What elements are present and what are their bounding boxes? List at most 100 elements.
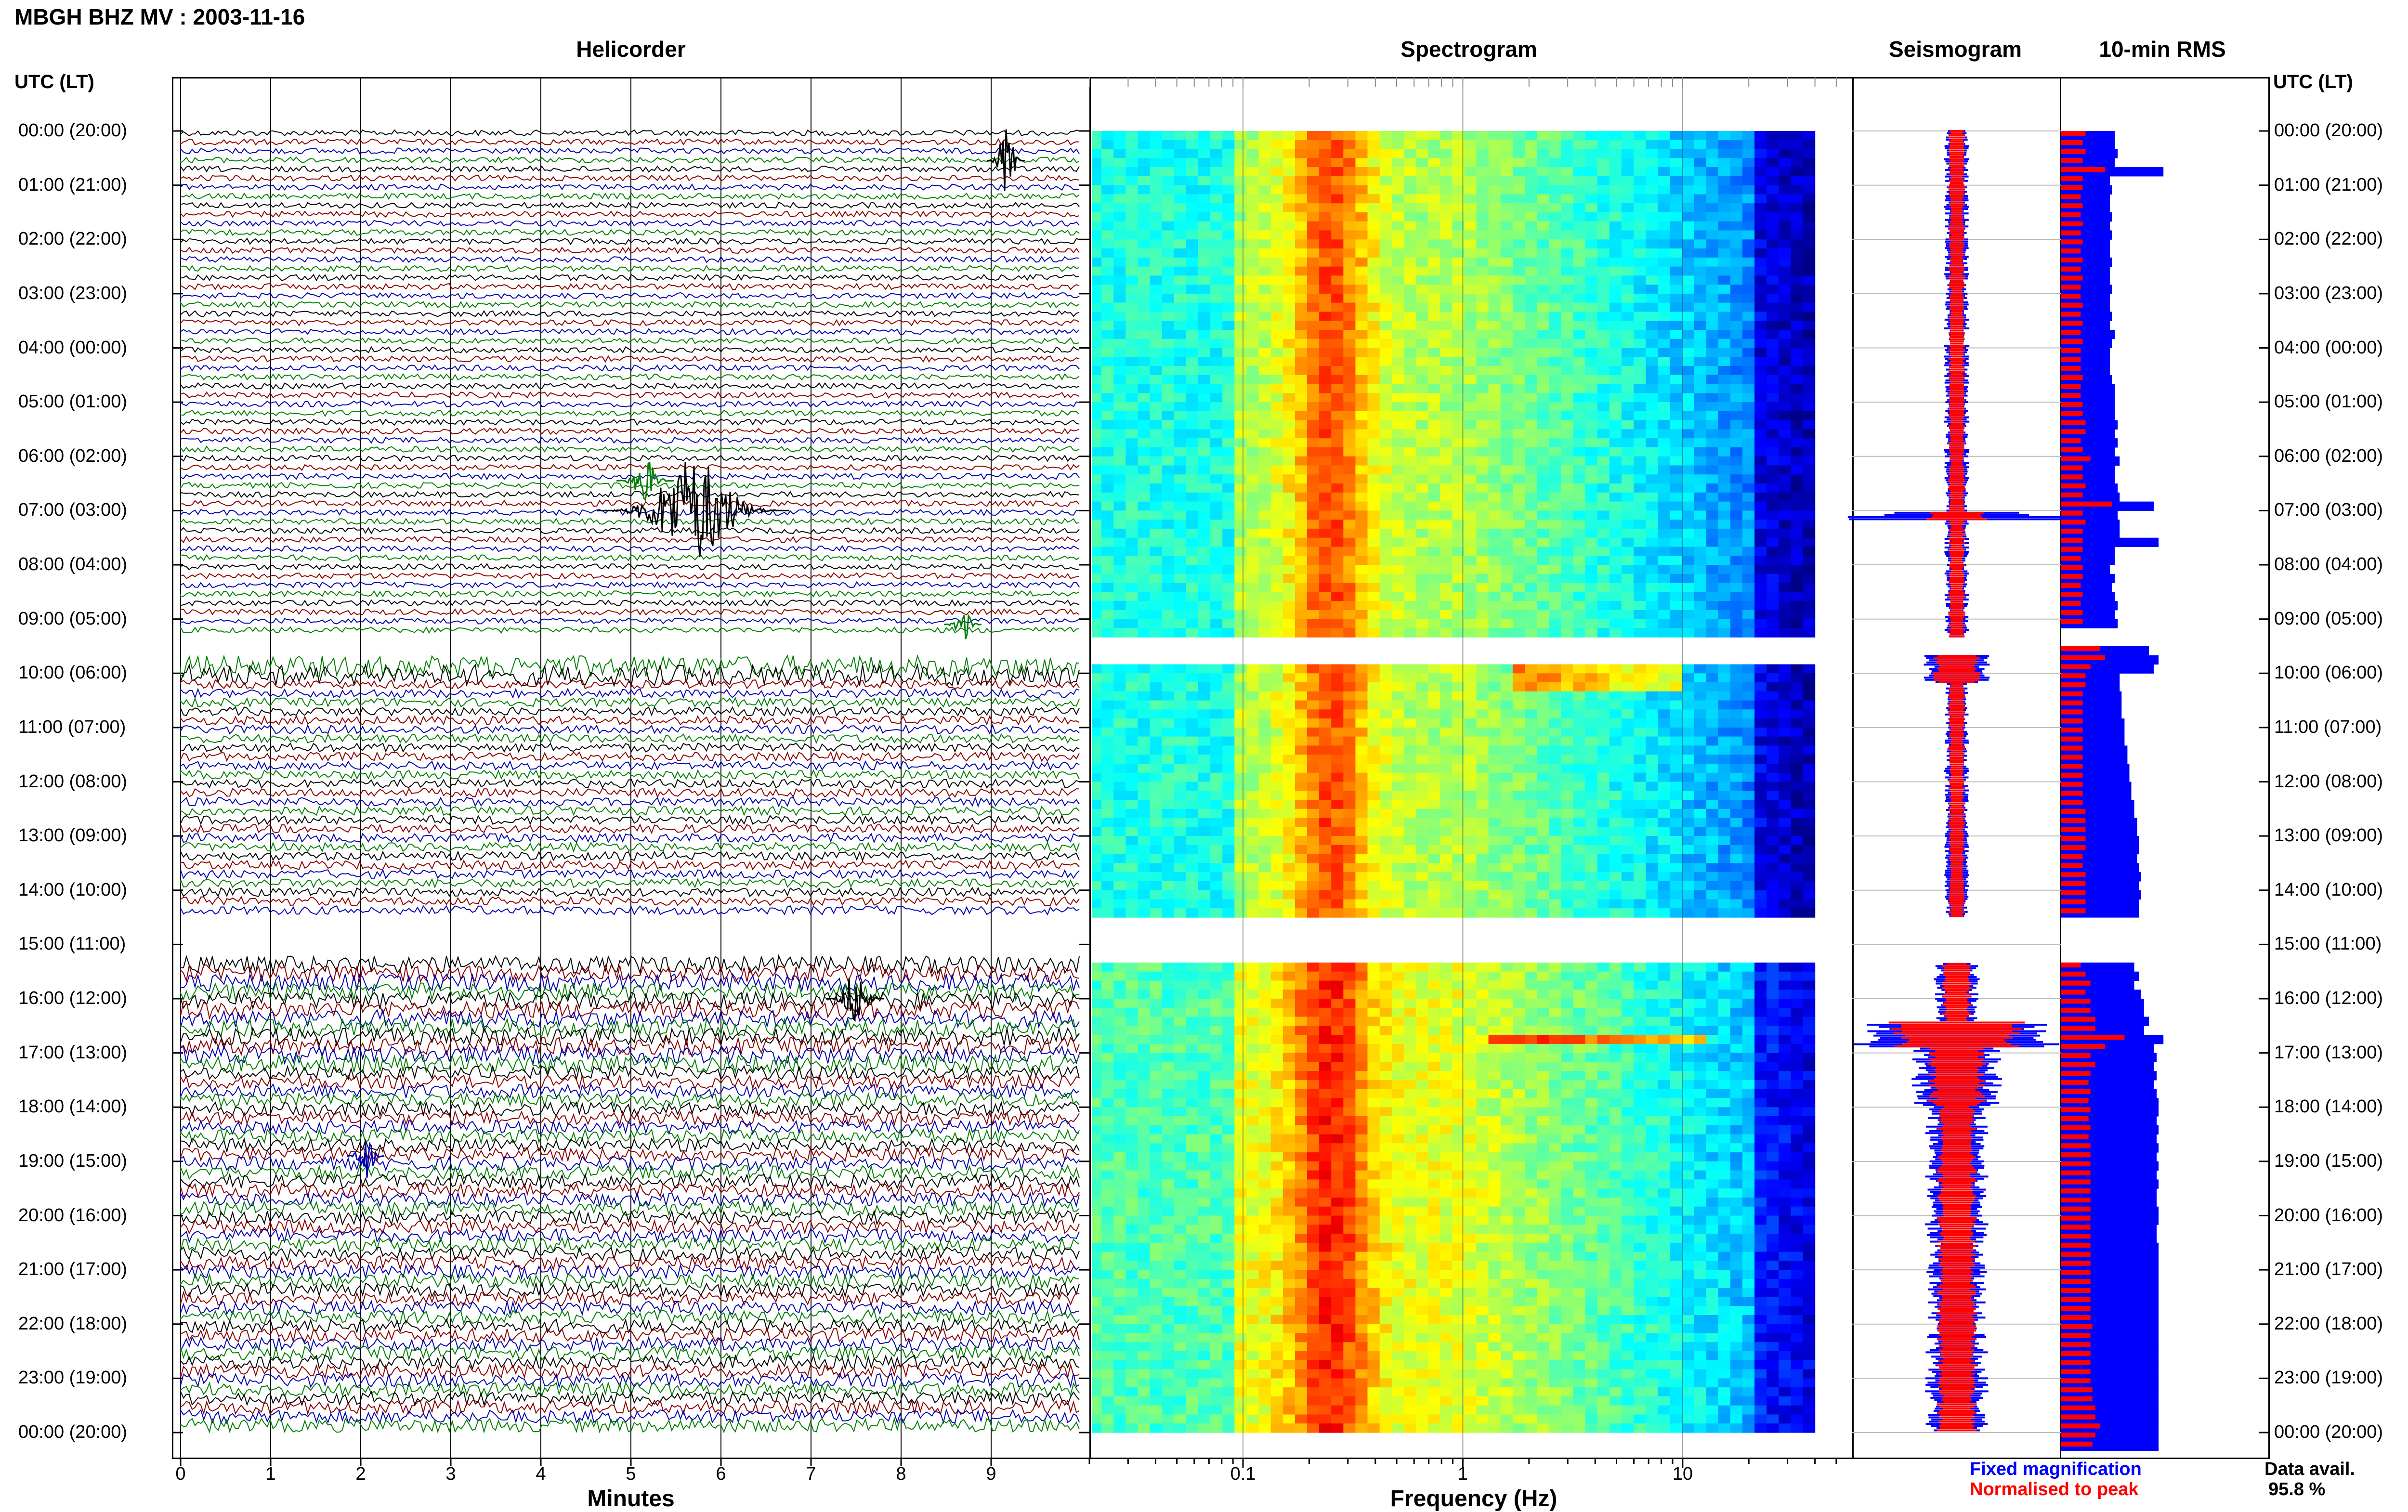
spectrogram-cell [1742, 222, 1755, 231]
spectrogram-cell [1222, 275, 1235, 285]
spectrogram-cell [1368, 773, 1380, 782]
spectrogram-cell [1404, 701, 1416, 710]
spectrogram-cell [1198, 782, 1211, 791]
spectrogram-cell [1477, 529, 1489, 538]
spectrogram-cell [1597, 709, 1610, 718]
spectrogram-cell [1246, 718, 1259, 728]
spectrogram-cell [1622, 158, 1634, 167]
spectrogram-cell [1561, 845, 1573, 854]
spectrogram-cell [1694, 547, 1707, 556]
spectrogram-cell [1343, 158, 1356, 167]
spectrogram-cell [1670, 456, 1682, 466]
spectrogram-cell [1404, 764, 1416, 773]
spectrogram-cell [1343, 583, 1356, 592]
spectrogram-cell [1234, 176, 1247, 185]
spectrogram-cell [1525, 483, 1537, 493]
spectrogram-cell [1210, 375, 1223, 384]
spectrogram-cell [1101, 185, 1114, 195]
spectrogram-cell [1658, 303, 1670, 312]
spectrogram-cell [1174, 294, 1187, 303]
spectrogram-cell [1464, 493, 1477, 502]
spectrogram-cell [1150, 158, 1163, 167]
spectrogram-cell [1561, 628, 1573, 637]
spectrogram-cell [1622, 709, 1634, 718]
spectrogram-cell [1113, 456, 1126, 466]
spectrogram-cell [1368, 348, 1380, 357]
spectrogram-cell [1404, 556, 1416, 565]
spectrogram-cell [1222, 592, 1235, 601]
spectrogram-cell [1331, 194, 1344, 203]
spectrogram-cell [1634, 248, 1646, 258]
spectrogram-cell [1464, 845, 1477, 854]
spectrogram-cell [1355, 574, 1368, 583]
spectrogram-cell [1803, 737, 1816, 746]
spectrogram-cell [1779, 194, 1791, 203]
spectrogram-cell [1368, 402, 1380, 411]
spectrogram-cell [1234, 529, 1247, 538]
spectrogram-cell [1561, 212, 1573, 222]
spectrogram-cell [1271, 483, 1283, 493]
spectrogram-cell [1573, 258, 1585, 267]
spectrogram-cell [1092, 529, 1102, 538]
spectrogram-cell [1730, 818, 1743, 827]
spectrogram-cell [1440, 800, 1453, 809]
spectrogram-cell [1561, 258, 1573, 267]
spectrogram-cell [1319, 493, 1332, 502]
spectrogram-cell [1464, 167, 1477, 176]
spectrogram-cell [1634, 718, 1646, 728]
spectrogram-cell [1754, 393, 1767, 402]
spectrogram-cell [1222, 312, 1235, 321]
spectrogram-cell [1416, 411, 1428, 420]
helicorder-trace [181, 1094, 1079, 1107]
helicorder-trace [181, 465, 1079, 470]
spectrogram-cell [1658, 745, 1670, 755]
spectrogram-cell [1622, 701, 1634, 710]
helicorder-event [987, 130, 1025, 191]
spectrogram-cell [1718, 248, 1731, 258]
spectrogram-cell [1343, 610, 1356, 619]
spectrogram-cell [1610, 222, 1622, 231]
spectrogram-cell [1537, 547, 1549, 556]
spectrogram-cell [1138, 438, 1150, 447]
spectrogram-cell [1331, 312, 1344, 321]
spectrogram-cell [1307, 583, 1320, 592]
spectrogram-cell [1501, 185, 1513, 195]
spectrogram-cell [1319, 782, 1332, 791]
spectrogram-cell [1597, 818, 1610, 827]
spectrogram-cell [1803, 701, 1816, 710]
spectrogram-cell [1150, 167, 1163, 176]
spectrogram-cell [1380, 393, 1392, 402]
spectrogram-cell [1198, 438, 1211, 447]
spectrogram-cell [1561, 782, 1573, 791]
spectrogram-cell [1513, 818, 1525, 827]
spectrogram-cell [1162, 818, 1175, 827]
spectrogram-cell [1271, 384, 1283, 393]
spectrogram-cell [1113, 836, 1126, 845]
spectrogram-cell [1501, 158, 1513, 167]
spectrogram-cell [1670, 818, 1682, 827]
spectrogram-cell [1754, 466, 1767, 475]
spectrogram-cell [1380, 348, 1392, 357]
spectrogram-cell [1198, 411, 1211, 420]
spectrogram-cell [1513, 502, 1525, 511]
spectrogram-cell [1198, 149, 1211, 158]
spectrogram-cell [1343, 520, 1356, 529]
spectrogram-cell [1658, 510, 1670, 520]
spectrogram-cell [1754, 755, 1767, 764]
spectrogram-cell [1380, 312, 1392, 321]
spectrogram-cell [1561, 248, 1573, 258]
spectrogram-cell [1355, 303, 1368, 312]
spectrogram-cell [1779, 601, 1791, 610]
spectrogram-cell [1355, 610, 1368, 619]
spectrogram-cell [1803, 131, 1816, 140]
spectrogram-cell [1597, 429, 1610, 438]
spectrogram-cell [1489, 673, 1501, 682]
spectrogram-cell [1234, 836, 1247, 845]
spectrogram-cell [1658, 665, 1670, 674]
spectrogram-cell [1355, 755, 1368, 764]
spectrogram-cell [1694, 330, 1707, 339]
spectrogram-cell [1319, 745, 1332, 755]
spectrogram-cell [1501, 610, 1513, 619]
spectrogram-cell [1477, 538, 1489, 547]
spectrogram-cell [1222, 212, 1235, 222]
